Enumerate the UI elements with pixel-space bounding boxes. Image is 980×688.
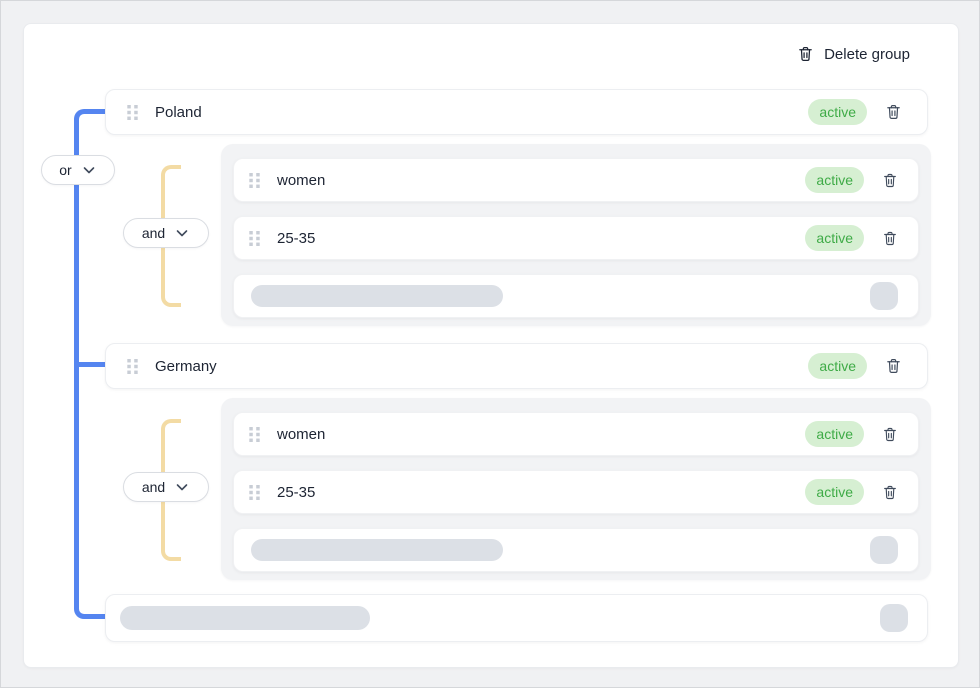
skeleton-circle xyxy=(870,282,898,310)
drag-handle-icon[interactable] xyxy=(249,172,260,188)
condition-label: women xyxy=(277,171,326,189)
condition-row-women: women active xyxy=(233,158,919,202)
group-1-operator-dropdown[interactable]: and xyxy=(123,218,209,248)
status-badge: active xyxy=(808,99,867,125)
condition-row-placeholder xyxy=(233,528,919,572)
group-name: Poland xyxy=(155,103,202,121)
chevron-down-icon xyxy=(174,479,190,495)
skeleton-circle xyxy=(880,604,908,632)
trash-icon xyxy=(797,45,814,63)
condition-row-women: women active xyxy=(233,412,919,456)
condition-label: women xyxy=(277,425,326,443)
drag-handle-icon[interactable] xyxy=(249,484,260,500)
trash-icon xyxy=(882,426,898,443)
trash-icon xyxy=(885,357,902,375)
delete-row-button[interactable] xyxy=(882,172,898,189)
status-badge: active xyxy=(808,353,867,379)
group-operator-value: and xyxy=(141,479,166,495)
status-badge: active xyxy=(805,225,864,251)
delete-group-button[interactable]: Delete group xyxy=(797,43,910,65)
group-operator-value: and xyxy=(141,225,166,241)
skeleton-bar xyxy=(251,285,503,307)
or-group-connector-stub xyxy=(79,362,105,367)
condition-label: 25-35 xyxy=(277,483,316,501)
delete-row-button[interactable] xyxy=(885,357,902,375)
skeleton-bar xyxy=(120,606,370,630)
delete-row-button[interactable] xyxy=(885,103,902,121)
delete-group-label: Delete group xyxy=(824,45,910,63)
condition-row-age: 25-35 active xyxy=(233,470,919,514)
delete-row-button[interactable] xyxy=(882,426,898,443)
delete-row-button[interactable] xyxy=(882,484,898,501)
drag-handle-icon[interactable] xyxy=(127,358,138,374)
drag-handle-icon[interactable] xyxy=(127,104,138,120)
condition-row-age: 25-35 active xyxy=(233,216,919,260)
condition-row-placeholder xyxy=(233,274,919,318)
trash-icon xyxy=(882,484,898,501)
group-row-placeholder xyxy=(105,594,928,642)
status-badge: active xyxy=(805,421,864,447)
skeleton-bar xyxy=(251,539,503,561)
trash-icon xyxy=(885,103,902,121)
group-row-germany: Germany active xyxy=(105,343,928,389)
group-row-poland: Poland active xyxy=(105,89,928,135)
status-badge: active xyxy=(805,479,864,505)
chevron-down-icon xyxy=(174,225,190,241)
chevron-down-icon xyxy=(81,162,97,178)
or-group-connector-line xyxy=(74,109,105,619)
condition-label: 25-35 xyxy=(277,229,316,247)
drag-handle-icon[interactable] xyxy=(249,426,260,442)
group-name: Germany xyxy=(155,357,217,375)
group-2-operator-dropdown[interactable]: and xyxy=(123,472,209,502)
root-operator-value: or xyxy=(59,162,72,178)
trash-icon xyxy=(882,230,898,247)
skeleton-circle xyxy=(870,536,898,564)
group-children-container: women active 25-35 active xyxy=(221,144,931,326)
root-operator-dropdown[interactable]: or xyxy=(41,155,115,185)
status-badge: active xyxy=(805,167,864,193)
delete-row-button[interactable] xyxy=(882,230,898,247)
drag-handle-icon[interactable] xyxy=(249,230,260,246)
trash-icon xyxy=(882,172,898,189)
group-children-container: women active 25-35 active xyxy=(221,398,931,580)
